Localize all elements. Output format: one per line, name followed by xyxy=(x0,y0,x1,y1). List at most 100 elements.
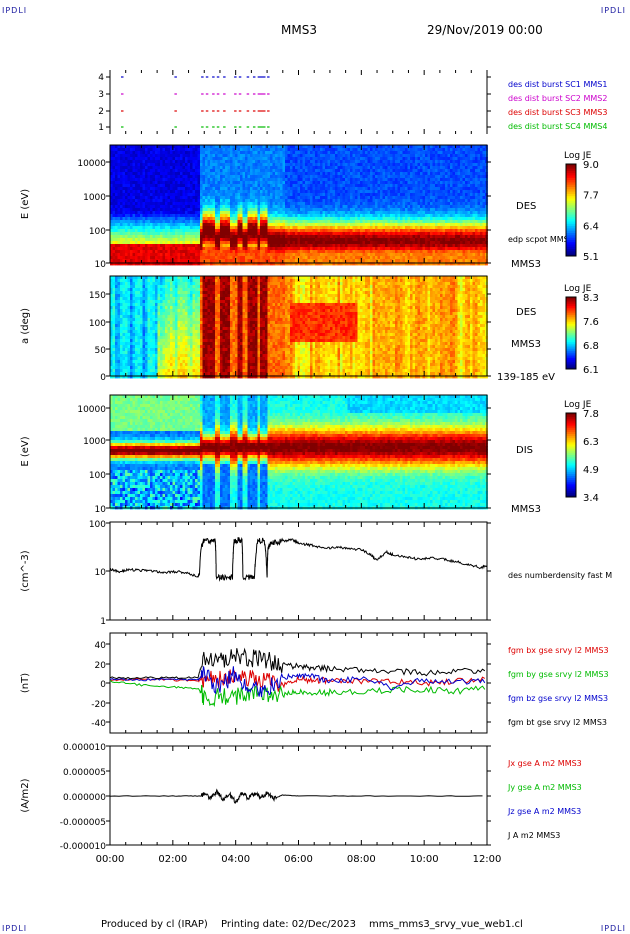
heatmap-cell xyxy=(310,223,313,227)
heatmap-cell xyxy=(205,151,208,155)
heatmap-cell xyxy=(280,262,283,266)
heatmap-cell xyxy=(387,166,391,170)
heatmap-cell xyxy=(220,148,223,152)
heatmap-cell xyxy=(317,169,321,173)
heatmap-cell xyxy=(400,202,403,206)
heatmap-cell xyxy=(160,217,163,221)
heatmap-cell xyxy=(172,163,176,167)
heatmap-cell xyxy=(232,229,236,233)
heatmap-cell xyxy=(340,157,343,161)
heatmap-cell xyxy=(352,253,356,257)
heatmap-cell xyxy=(270,184,273,188)
heatmap-cell xyxy=(372,169,376,173)
heatmap-cell xyxy=(297,244,301,248)
heatmap-cell xyxy=(277,235,281,239)
heatmap-cell xyxy=(205,259,208,263)
heatmap-cell xyxy=(195,175,198,179)
heatmap-cell xyxy=(242,169,246,173)
heatmap-cell xyxy=(377,214,381,218)
heatmap-cell xyxy=(140,193,143,197)
heatmap-cell xyxy=(380,226,383,230)
heatmap-cell xyxy=(147,172,151,176)
heatmap-cell xyxy=(305,175,308,179)
heatmap-cell xyxy=(332,253,336,257)
heatmap-cell xyxy=(302,238,306,242)
heatmap-cell xyxy=(195,247,198,251)
heatmap-cell xyxy=(125,241,128,245)
heatmap-cell xyxy=(260,184,263,188)
heatmap-cell xyxy=(120,244,123,248)
heatmap-cell xyxy=(292,190,296,194)
heatmap-cell xyxy=(127,154,131,158)
heatmap-cell xyxy=(387,190,391,194)
heatmap-cell xyxy=(365,247,368,251)
heatmap-cell xyxy=(137,199,141,203)
heatmap-cell xyxy=(247,166,251,170)
heatmap-cell xyxy=(247,241,251,245)
heatmap-cell xyxy=(315,226,318,230)
heatmap-cell xyxy=(225,178,228,182)
heatmap-cell xyxy=(395,154,398,158)
heatmap-cell xyxy=(115,154,118,158)
heatmap-cell xyxy=(365,238,368,242)
heatmap-cell xyxy=(270,151,273,155)
heatmap-cell xyxy=(292,202,296,206)
heatmap-cell xyxy=(242,196,246,200)
heatmap-cell xyxy=(197,259,201,263)
heatmap-cell xyxy=(305,166,308,170)
heatmap-cell xyxy=(402,181,406,185)
heatmap-cell xyxy=(387,226,391,230)
heatmap-cell xyxy=(292,151,296,155)
heatmap-cell xyxy=(377,145,381,149)
heatmap-cell xyxy=(122,205,126,209)
heatmap-cell xyxy=(235,205,238,209)
corner-label-bottom-right: IPDLI xyxy=(600,924,626,933)
heatmap-cell xyxy=(115,220,118,224)
heatmap-cell xyxy=(262,208,266,212)
heatmap-cell xyxy=(265,232,268,236)
heatmap-cell xyxy=(385,160,388,164)
heatmap-cell xyxy=(305,205,308,209)
heatmap-cell xyxy=(202,157,206,161)
heatmap-cell xyxy=(117,145,121,149)
heatmap-cell xyxy=(267,229,271,233)
heatmap-cell xyxy=(202,202,206,206)
heatmap-cell xyxy=(212,160,216,164)
heatmap-cell xyxy=(130,172,133,176)
heatmap-cell xyxy=(257,250,261,254)
heatmap-cell xyxy=(217,235,221,239)
heatmap-cell xyxy=(130,169,133,173)
heatmap-cell xyxy=(240,172,243,176)
heatmap-cell xyxy=(215,166,218,170)
heatmap-cell xyxy=(292,148,296,152)
heatmap-cell xyxy=(352,178,356,182)
heatmap-cell xyxy=(232,211,236,215)
heatmap-cell xyxy=(202,199,206,203)
heatmap-cell xyxy=(315,184,318,188)
heatmap-cell xyxy=(170,226,173,230)
heatmap-cell xyxy=(292,208,296,212)
heatmap-cell xyxy=(367,151,371,155)
heatmap-cell xyxy=(127,166,131,170)
heatmap-cell xyxy=(267,244,271,248)
heatmap-cell xyxy=(267,151,271,155)
heatmap-cell xyxy=(132,256,136,260)
heatmap-cell xyxy=(135,238,138,242)
heatmap-cell xyxy=(130,157,133,161)
heatmap-cell xyxy=(277,193,281,197)
heatmap-cell xyxy=(317,256,321,260)
heatmap-cell xyxy=(400,157,403,161)
heatmap-cell xyxy=(205,154,208,158)
heatmap-cell xyxy=(302,241,306,245)
heatmap-cell xyxy=(265,163,268,167)
heatmap-cell xyxy=(300,229,303,233)
heatmap-cell xyxy=(252,247,256,251)
heatmap-cell xyxy=(137,172,141,176)
heatmap-cell xyxy=(207,226,211,230)
heatmap-cell xyxy=(370,247,373,251)
heatmap-cell xyxy=(125,160,128,164)
heatmap-cell xyxy=(122,223,126,227)
heatmap-cell xyxy=(387,223,391,227)
heatmap-cell xyxy=(395,232,398,236)
heatmap-cell xyxy=(155,160,158,164)
